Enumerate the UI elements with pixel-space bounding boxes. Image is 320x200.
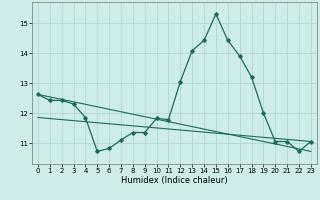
X-axis label: Humidex (Indice chaleur): Humidex (Indice chaleur) xyxy=(121,176,228,185)
